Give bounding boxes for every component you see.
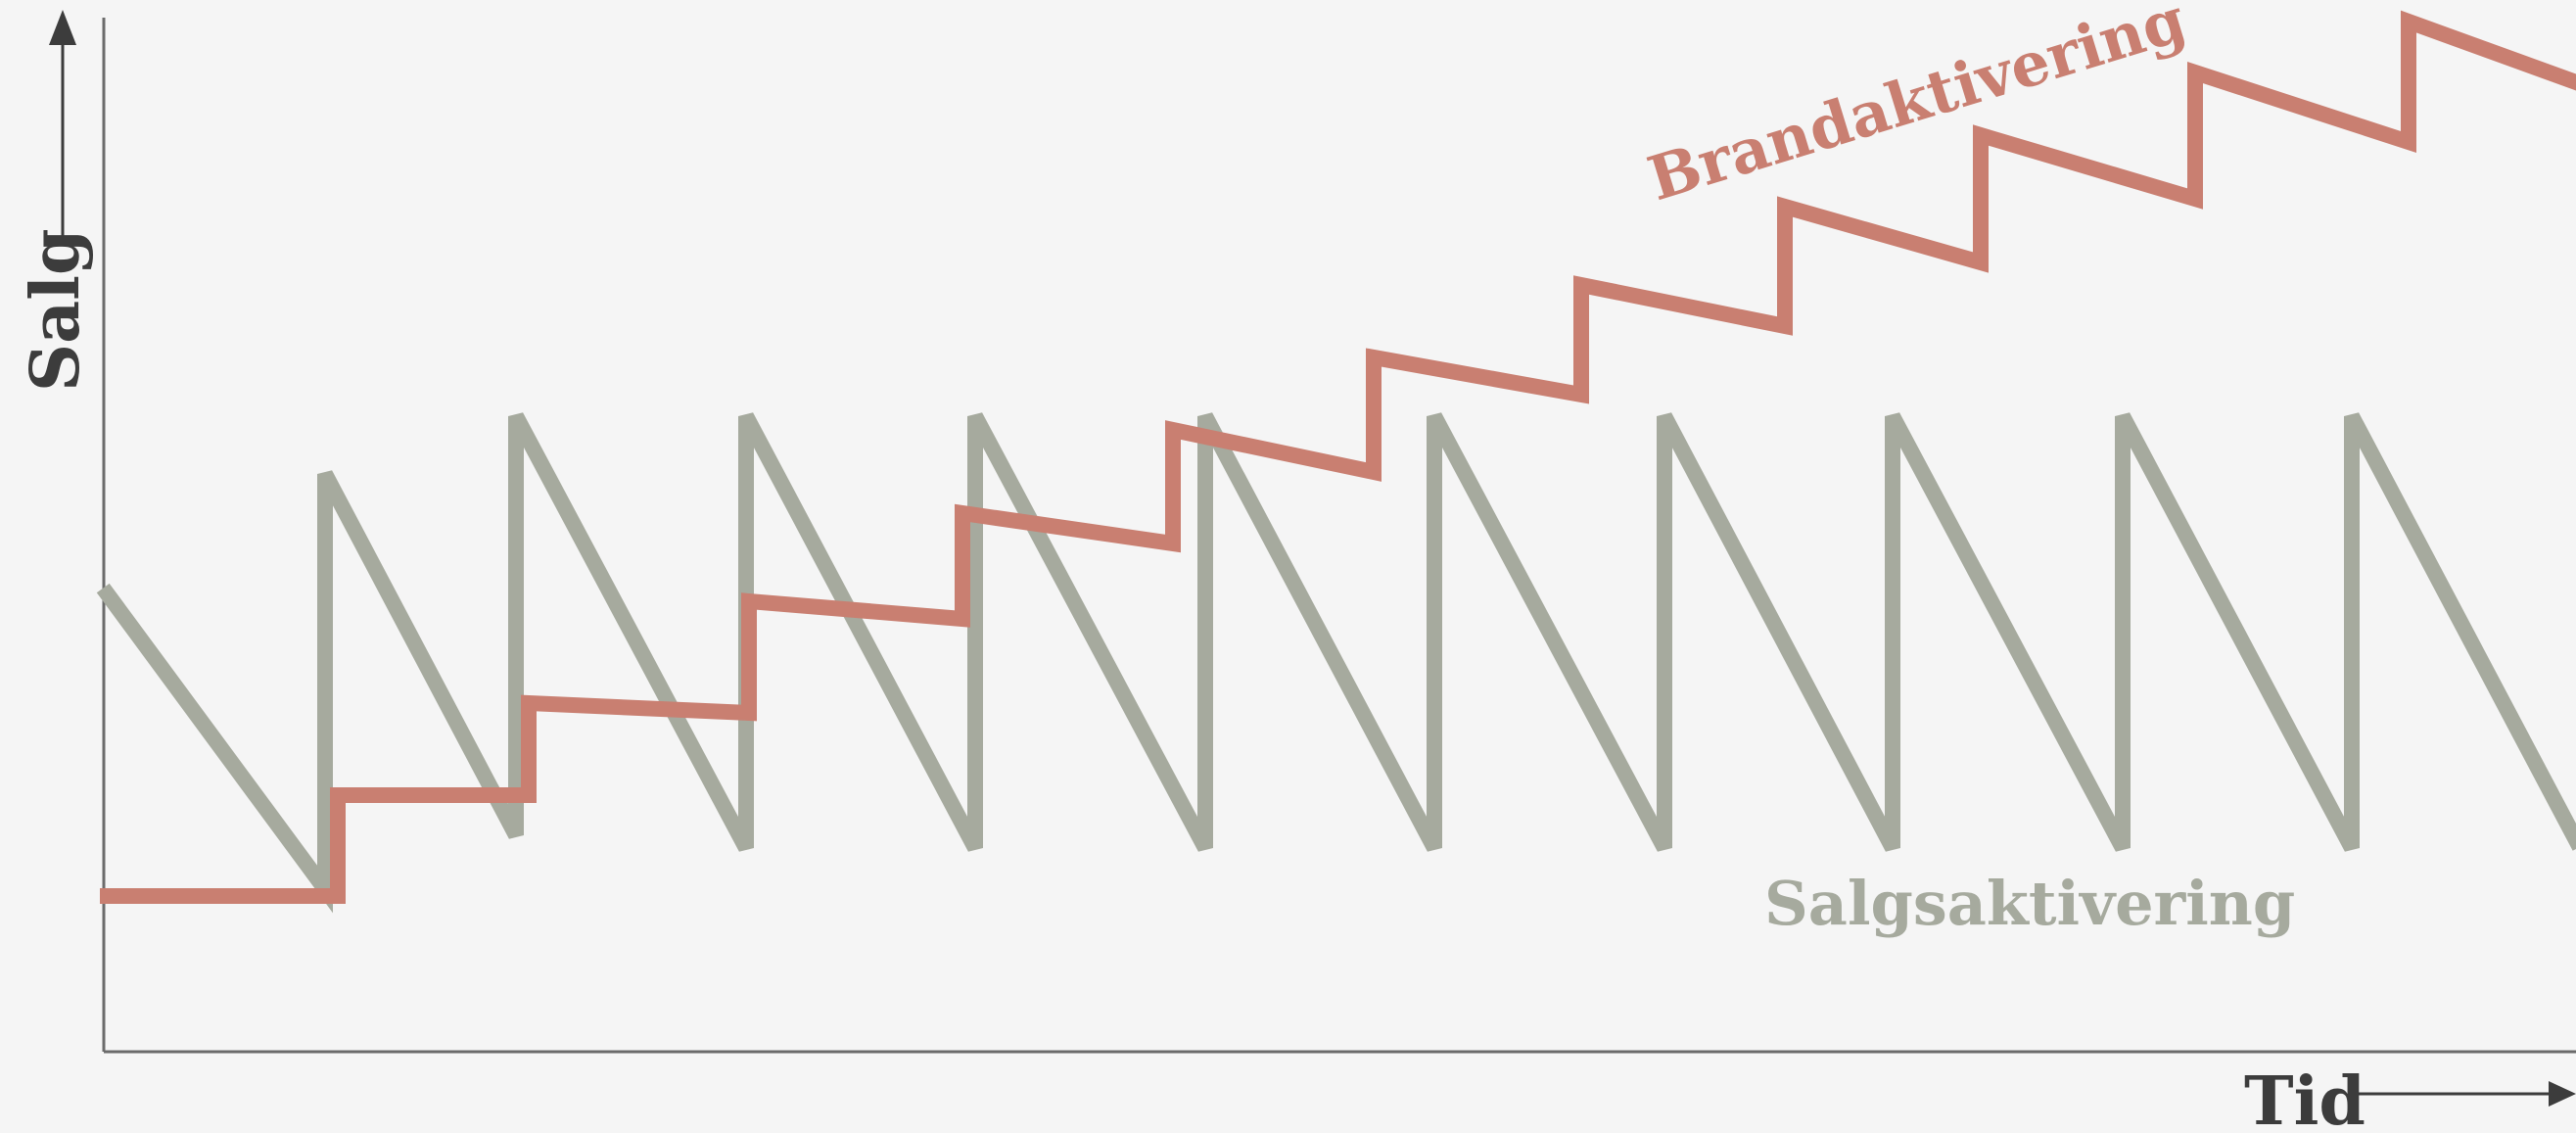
x-axis-label: Tid bbox=[2244, 1062, 2365, 1133]
sales-activation-line bbox=[96, 412, 2576, 914]
brand-activation-label: Brandaktivering bbox=[1640, 0, 2194, 214]
x-arrow-head-icon bbox=[2549, 1081, 2576, 1107]
axes bbox=[102, 18, 2576, 1054]
sales-activation-label: Salgsaktivering bbox=[1764, 868, 2295, 939]
y-axis-arrow bbox=[49, 10, 76, 240]
brand-activation-line bbox=[100, 10, 2576, 904]
y-axis-label: Salg bbox=[17, 228, 95, 392]
x-axis-arrow bbox=[2358, 1081, 2576, 1107]
y-arrow-head-icon bbox=[49, 10, 76, 45]
